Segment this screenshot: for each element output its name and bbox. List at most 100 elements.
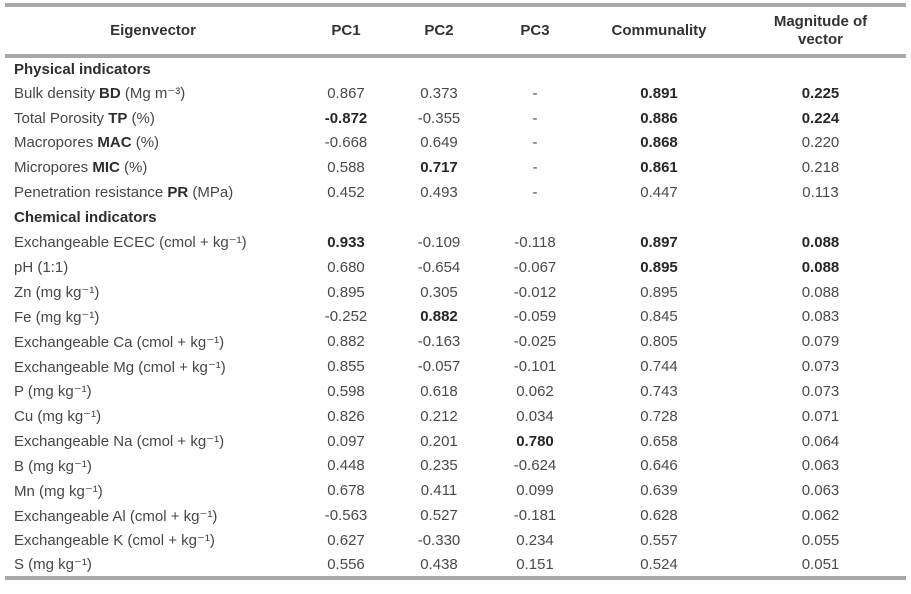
cell-communality: 0.897: [640, 233, 678, 251]
cell-communality: 0.728: [640, 407, 678, 425]
table-row: Macropores MAC (%) -0.668 0.649 - 0.868 0.220: [5, 131, 906, 156]
table-row: Exchangeable Na (cmol + kg⁻¹) 0.097 0.201 0…: [5, 429, 906, 454]
row-label: Mn (mg kg⁻¹): [5, 478, 301, 503]
table-row: Micropores MIC (%) 0.588 0.717 - 0.861 0.218: [5, 155, 906, 180]
cell-magnitude: 0.073: [801, 382, 840, 400]
row-label: S (mg kg⁻¹): [5, 553, 301, 578]
cell-pc3: 0.780: [516, 432, 554, 450]
eigenvector-table: Eigenvector PC1 PC2 PC3 Communality Magnitude…: [5, 3, 906, 580]
cell-pc3: -0.101: [513, 358, 557, 376]
row-label: Exchangeable Al (cmol + kg⁻¹): [5, 503, 301, 528]
cell-communality: 0.557: [640, 531, 678, 549]
cell-pc1: 0.452: [327, 184, 365, 202]
cell-pc2: -0.163: [417, 333, 461, 351]
cell-magnitude: 0.113: [802, 184, 839, 202]
cell-communality: 0.895: [640, 258, 678, 276]
row-label-text: Exchangeable Na (cmol + kg⁻¹): [14, 433, 225, 451]
column-header-label: PC1: [331, 21, 361, 39]
section-title: Physical indicators: [14, 60, 151, 78]
row-label: Exchangeable Na (cmol + kg⁻¹): [5, 429, 301, 454]
cell-communality: 0.646: [640, 457, 678, 475]
cell-pc2: -0.109: [417, 233, 461, 251]
row-label-text: Micropores: [14, 159, 93, 177]
column-header-eigenvector: Eigenvector: [5, 5, 301, 58]
cell-magnitude: 0.063: [801, 457, 840, 475]
cell-pc3: -: [532, 84, 538, 102]
table-row: Exchangeable K (cmol + kg⁻¹) 0.627 -0.330 0…: [5, 528, 906, 553]
table-row: Exchangeable Mg (cmol + kg⁻¹) 0.855 -0.057…: [5, 354, 906, 379]
row-label: P (mg kg⁻¹): [5, 379, 301, 404]
cell-pc2: 0.438: [420, 555, 458, 573]
row-label: Micropores MIC (%): [5, 155, 301, 180]
row-label: B (mg kg⁻¹): [5, 454, 301, 479]
cell-magnitude: 0.064: [801, 432, 840, 450]
cell-magnitude: 0.225: [801, 84, 840, 102]
cell-magnitude: 0.079: [801, 333, 840, 351]
column-header-pc1: PC1: [301, 5, 391, 58]
cell-pc3: 0.062: [516, 382, 554, 400]
cell-pc1: -0.563: [324, 507, 368, 525]
section-header-row: Chemical indicators: [5, 205, 906, 230]
cell-communality: 0.886: [640, 109, 678, 127]
cell-pc3: -0.118: [514, 233, 556, 251]
row-label: Fe (mg kg⁻¹): [5, 304, 301, 329]
row-label-unit: (%): [127, 109, 155, 127]
cell-communality: 0.743: [640, 382, 678, 400]
cell-magnitude: 0.218: [801, 159, 840, 177]
row-label-text: Macropores: [14, 134, 98, 152]
row-label: Exchangeable Mg (cmol + kg⁻¹): [5, 354, 301, 379]
cell-pc3: 0.151: [516, 555, 554, 573]
column-header-magnitude: Magnitude of vector: [735, 5, 906, 58]
cell-communality: 0.744: [640, 358, 678, 376]
cell-pc3: 0.099: [516, 482, 554, 500]
table-body: Physical indicators Bulk density BD (Mg m…: [5, 56, 906, 578]
cell-pc1: 0.588: [327, 159, 365, 177]
row-label: Exchangeable K (cmol + kg⁻¹): [5, 528, 301, 553]
header-row: Eigenvector PC1 PC2 PC3 Communality Magnitude…: [5, 5, 906, 58]
cell-pc1: 0.627: [327, 531, 365, 549]
row-label-text: Zn (mg kg⁻¹): [14, 284, 100, 302]
column-header-label: Eigenvector: [110, 21, 196, 39]
cell-communality: 0.861: [640, 159, 678, 177]
row-label: Total Porosity TP (%): [5, 106, 301, 131]
cell-pc1: 0.882: [327, 333, 365, 351]
cell-pc3: -0.012: [513, 283, 557, 301]
cell-pc1: 0.680: [327, 258, 365, 276]
row-label: Exchangeable Ca (cmol + kg⁻¹): [5, 329, 301, 354]
cell-pc2: 0.882: [420, 308, 458, 326]
cell-pc3: -0.181: [513, 507, 557, 525]
row-label-text: S (mg kg⁻¹): [14, 556, 92, 574]
row-label: Macropores MAC (%): [5, 131, 301, 156]
cell-pc3: 0.034: [516, 407, 554, 425]
cell-magnitude: 0.088: [801, 283, 840, 301]
cell-communality: 0.628: [640, 507, 678, 525]
table-row: B (mg kg⁻¹) 0.448 0.235 -0.624 0.646 0.063: [5, 454, 906, 479]
row-label-text: Exchangeable K (cmol + kg⁻¹): [14, 532, 215, 550]
cell-pc1: 0.556: [327, 555, 365, 573]
table-header: Eigenvector PC1 PC2 PC3 Communality Magnitude…: [5, 5, 906, 58]
cell-communality: 0.845: [640, 308, 678, 326]
cell-magnitude: 0.088: [801, 258, 840, 276]
cell-communality: 0.658: [640, 432, 678, 450]
cell-communality: 0.868: [640, 134, 678, 152]
cell-pc1: 0.448: [327, 457, 365, 475]
cell-pc2: 0.717: [420, 159, 458, 177]
cell-pc3: 0.234: [516, 531, 554, 549]
cell-pc2: 0.305: [420, 283, 458, 301]
cell-communality: 0.524: [640, 555, 678, 573]
cell-pc2: 0.235: [420, 457, 458, 475]
cell-magnitude: 0.220: [801, 134, 840, 152]
cell-pc1: 0.097: [327, 432, 365, 450]
row-label-abbreviation: TP: [108, 109, 128, 127]
cell-magnitude: 0.083: [801, 308, 840, 326]
row-label-unit: (%): [119, 159, 148, 177]
row-label-abbreviation: MIC: [92, 159, 120, 177]
cell-pc2: 0.411: [420, 482, 458, 500]
cell-pc2: -0.654: [417, 258, 461, 276]
row-label: Cu (mg kg⁻¹): [5, 404, 301, 429]
table-row: P (mg kg⁻¹) 0.598 0.618 0.062 0.743 0.073: [5, 379, 906, 404]
cell-pc2: -0.330: [417, 531, 461, 549]
row-label-text: Exchangeable Al (cmol + kg⁻¹): [14, 507, 218, 525]
column-header-pc3: PC3: [487, 5, 583, 58]
cell-pc1: -0.668: [324, 134, 368, 152]
